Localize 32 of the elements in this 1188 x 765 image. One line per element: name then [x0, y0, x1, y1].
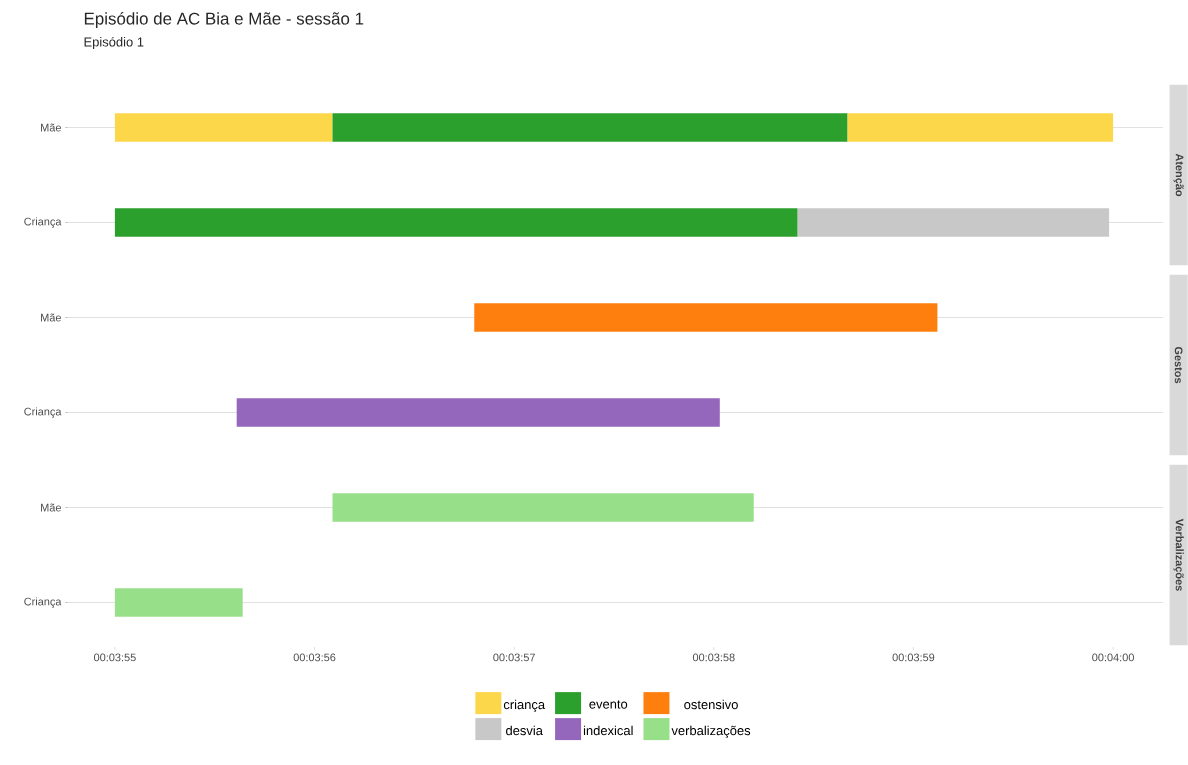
bar — [114, 113, 333, 142]
bar — [236, 398, 720, 427]
y-tick-label: Mãe — [41, 503, 61, 512]
bar — [114, 208, 798, 237]
x-tick-label: 00:03:59 — [892, 653, 935, 662]
y-tick-label: Mãe — [41, 123, 61, 132]
x-tick-label: 00:03:58 — [692, 653, 735, 662]
y-tick-label: Criança — [24, 407, 62, 418]
bar — [114, 588, 243, 617]
legend-label: ostensivo — [684, 699, 738, 710]
y-tick-label: Criança — [24, 597, 62, 608]
x-tick-label: 00:04:00 — [1092, 653, 1134, 662]
legend-label: evento — [589, 700, 628, 709]
bar — [474, 303, 938, 332]
x-tick-label: 00:03:57 — [493, 653, 535, 662]
text: Verbalizações — [1173, 518, 1184, 591]
chart-title: Episódio de AC Bia e Mãe - sessão 1 — [84, 12, 364, 28]
x-tick-label: 00:03:56 — [293, 653, 336, 662]
legend-label: desvia — [506, 725, 543, 736]
legend-label: criança — [503, 699, 546, 712]
legend-label: verbalizações — [671, 725, 751, 738]
bar — [332, 113, 848, 142]
y-tick-label: Criança — [24, 217, 62, 228]
x-tick-label: 00:03:55 — [94, 653, 136, 662]
y-tick-label: Mãe — [41, 313, 61, 322]
chart-subtitle: Episódio 1 — [84, 36, 144, 50]
text: Atenção — [1173, 153, 1184, 197]
legend-label: indexical — [583, 725, 633, 736]
text: Gestos — [1174, 346, 1183, 384]
bar — [797, 208, 1110, 237]
bar — [332, 493, 754, 522]
bar — [847, 113, 1114, 142]
